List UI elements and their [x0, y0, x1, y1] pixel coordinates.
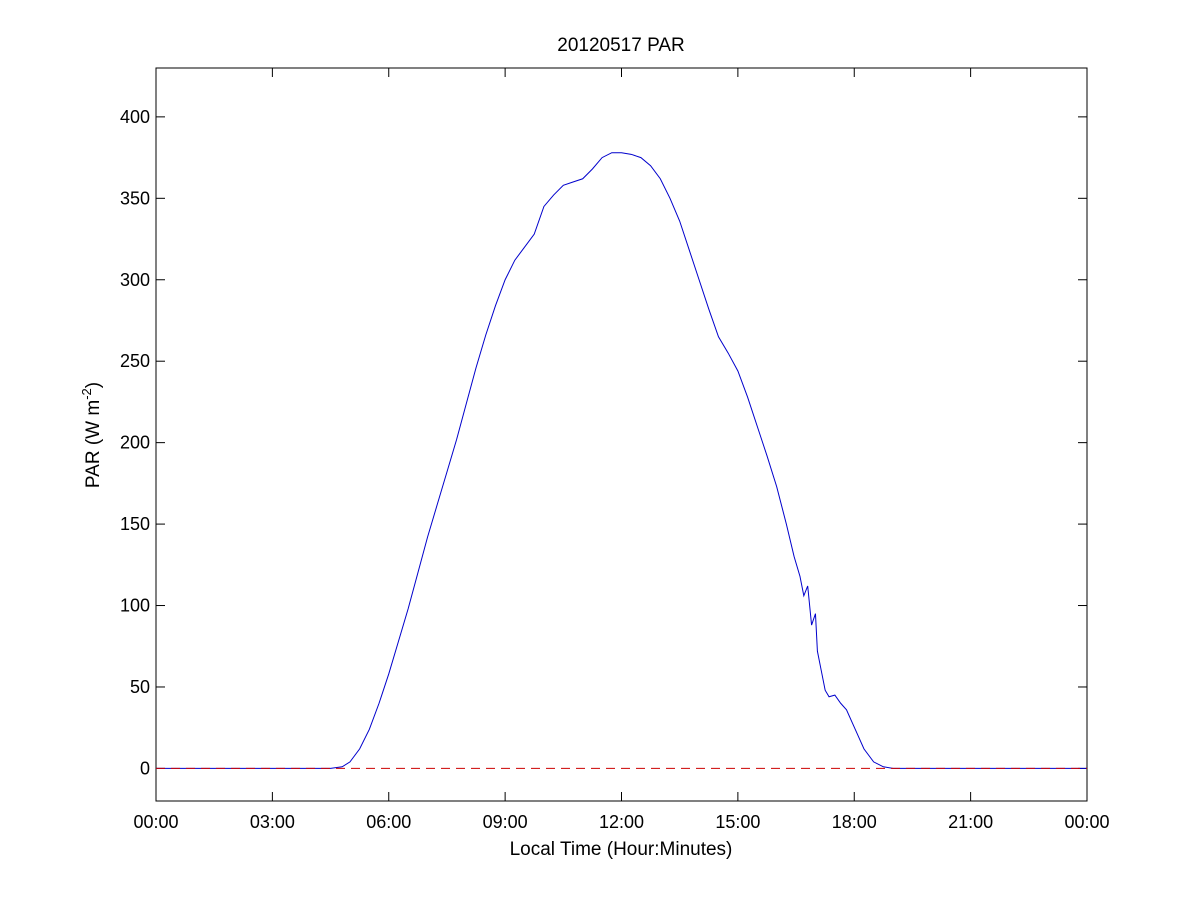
x-tick-label: 12:00 [599, 812, 644, 832]
x-tick-label: 00:00 [133, 812, 178, 832]
x-axis-title: Local Time (Hour:Minutes) [510, 839, 733, 860]
y-tick-label: 400 [120, 107, 150, 127]
y-tick-label: 350 [120, 188, 150, 208]
x-tick-label: 03:00 [250, 812, 295, 832]
x-tick-labels: 00:00 03:00 06:00 09:00 12:00 15:00 18:00 21:00… [133, 812, 1109, 832]
y-axis-title-superscript: -2 [79, 388, 94, 400]
y-axis-title-base: PAR (W m [83, 400, 104, 488]
x-tick-label: 06:00 [366, 812, 411, 832]
y-tick-label: 300 [120, 270, 150, 290]
x-tick-label: 00:00 [1064, 812, 1109, 832]
y-tick-label: 200 [120, 433, 150, 453]
x-tick-label: 21:00 [948, 812, 993, 832]
x-tick-label: 09:00 [483, 812, 528, 832]
y-tick-label: 0 [140, 758, 150, 778]
y-tick-label: 250 [120, 351, 150, 371]
x-tick-label: 18:00 [832, 812, 877, 832]
plot-frame [156, 68, 1087, 801]
y-tick-label: 150 [120, 514, 150, 534]
chart-title: 20120517 PAR [557, 35, 684, 56]
x-tick-label: 15:00 [715, 812, 760, 832]
y-axis-title-close: ) [83, 382, 104, 388]
y-tick-label: 100 [120, 596, 150, 616]
y-tick-label: 50 [130, 677, 150, 697]
